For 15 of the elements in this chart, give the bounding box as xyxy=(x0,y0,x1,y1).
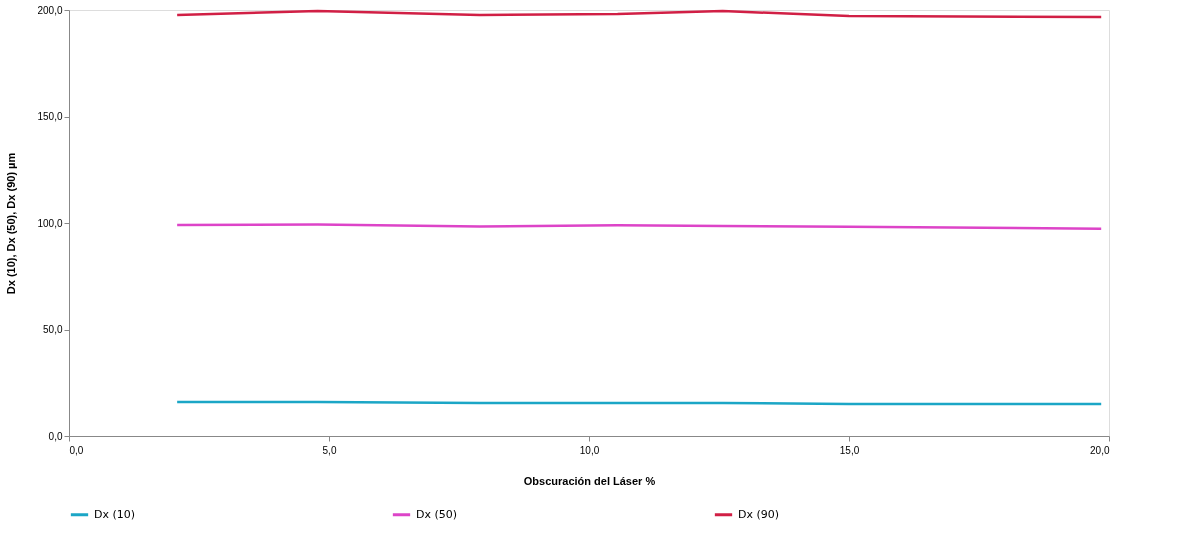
y-tick-label: 100,0 xyxy=(37,217,63,229)
x-tick-label: 10,0 xyxy=(579,444,600,456)
legend-label: Dx (90) xyxy=(738,507,780,521)
y-tick-label: 0,0 xyxy=(48,430,63,442)
x-axis-title: Obscuración del Láser % xyxy=(523,474,656,487)
y-tick-label: 200,0 xyxy=(37,4,63,16)
y-axis-title: Dx (10), Dx (50), Dx (90) µm xyxy=(5,152,18,295)
x-tick-label: 20,0 xyxy=(1090,444,1110,456)
y-tick-label: 150,0 xyxy=(37,111,63,122)
legend-label: Dx (10) xyxy=(94,507,136,521)
x-tick-label: 0,0 xyxy=(69,444,84,456)
y-tick-label: 50,0 xyxy=(43,324,63,335)
legend-label: Dx (50) xyxy=(416,507,458,521)
x-tick-label: 5,0 xyxy=(322,444,337,456)
x-tick-label: 15,0 xyxy=(839,444,860,456)
